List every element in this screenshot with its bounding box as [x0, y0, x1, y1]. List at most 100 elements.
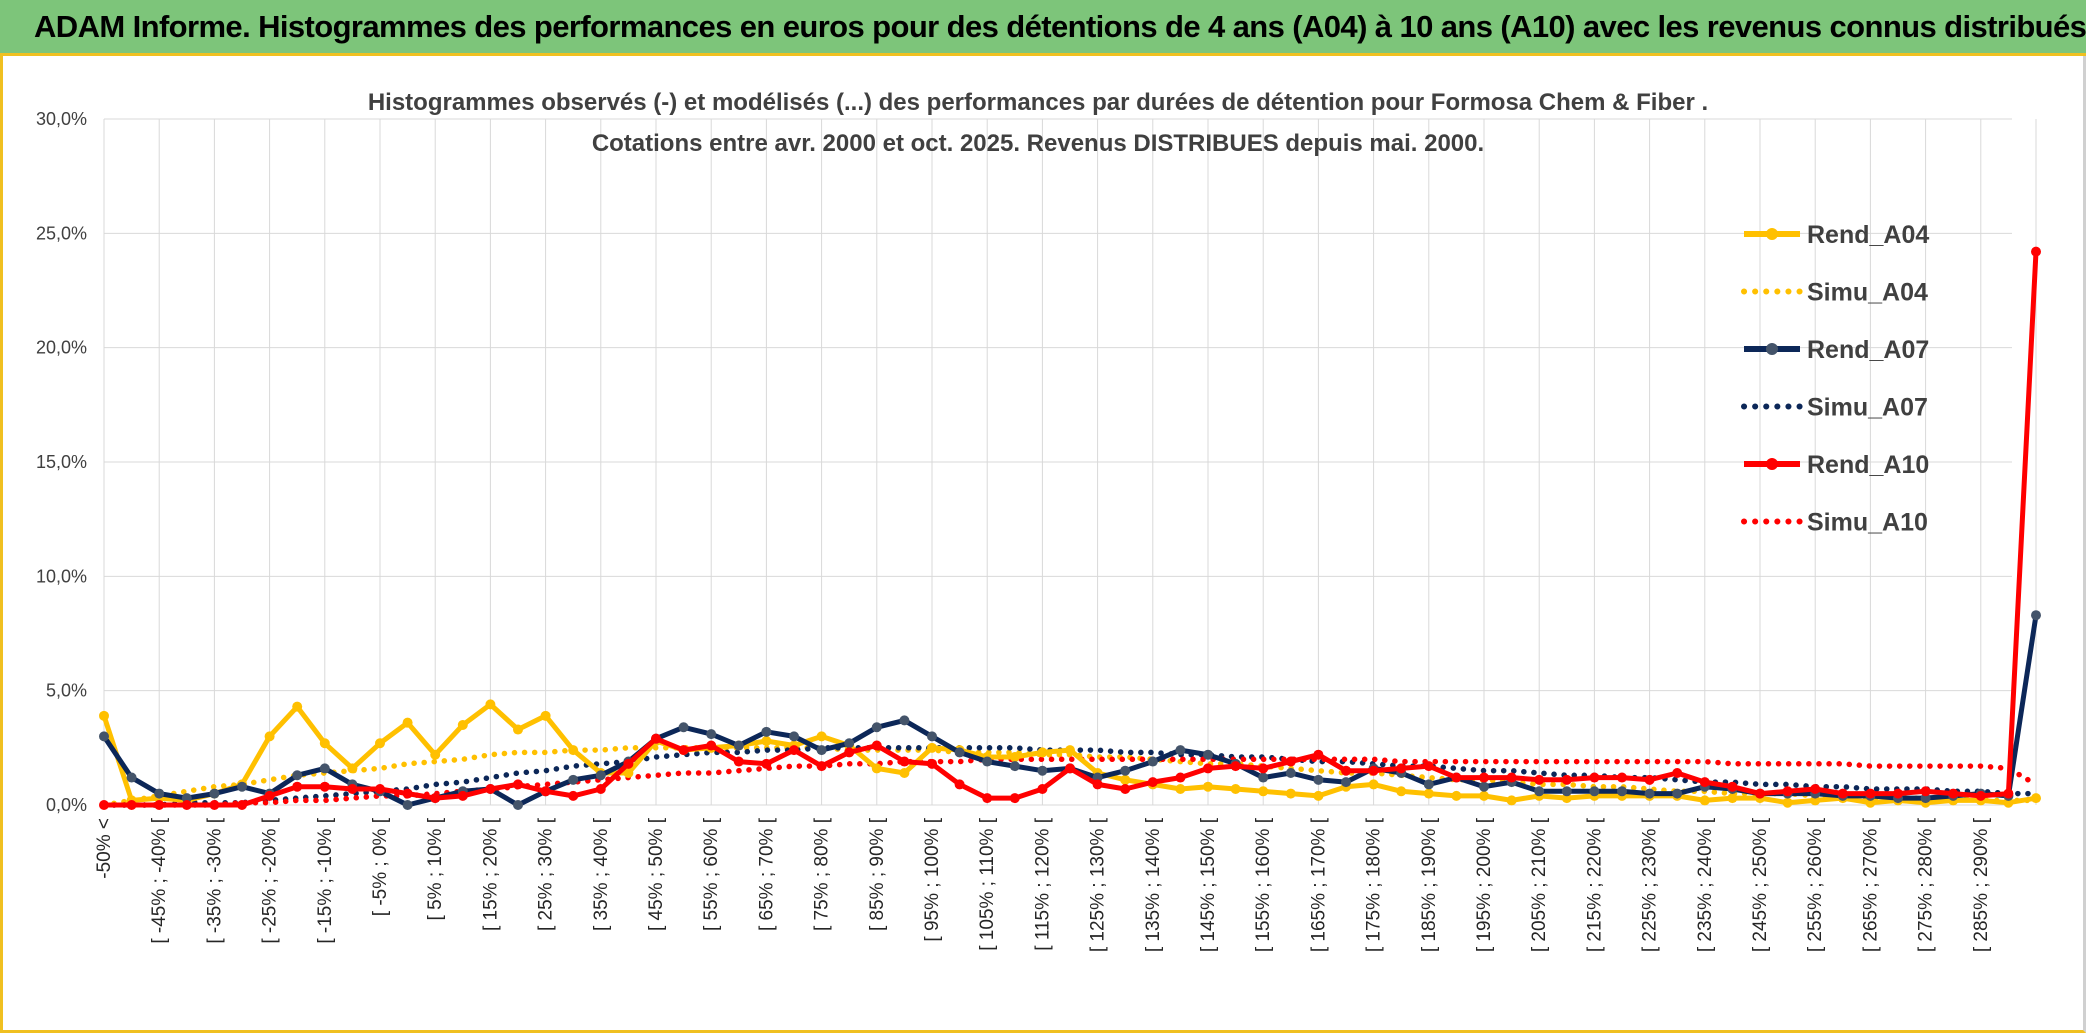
data-point-rend_a10: [1672, 767, 1683, 778]
data-point-rend_a10: [899, 756, 910, 767]
data-point-rend_a04: [927, 742, 937, 753]
data-point-rend_a10: [209, 800, 220, 810]
data-point-rend_a10: [1147, 777, 1158, 788]
data-point-rend_a04: [899, 767, 910, 778]
data-point-rend_a10: [1506, 772, 1517, 783]
data-point-rend_a07: [1617, 786, 1627, 797]
data-point-rend_a10: [733, 756, 744, 767]
legend-label-simu_a07: Simu_A07: [1807, 394, 1928, 422]
x-tick-label: [ -5% ; 0% [: [370, 817, 391, 916]
y-tick-label: 5,0%: [46, 681, 87, 701]
x-tick-label: [ 75% ; 80% [: [812, 817, 833, 931]
x-tick-label: [ 15% ; 20% [: [480, 817, 501, 931]
x-tick-label: [ 45% ; 50% [: [646, 817, 667, 931]
data-point-rend_a07: [1672, 788, 1683, 799]
data-point-rend_a07: [871, 722, 882, 733]
x-tick-label: [ 205% ; 210% [: [1529, 817, 1550, 952]
y-axis: 0,0% 5,0% 10,0% 15,0% 20,0% 25,0% 30,0%: [36, 109, 87, 815]
data-point-rend_a07: [319, 763, 330, 774]
data-point-rend_a10: [485, 783, 496, 794]
data-point-rend_a10: [540, 786, 551, 797]
data-point-rend_a04: [1285, 788, 1296, 799]
data-point-rend_a04: [1506, 795, 1517, 806]
data-point-rend_a10: [1975, 790, 1986, 801]
data-point-rend_a04: [1451, 790, 1462, 801]
data-point-rend_a04: [623, 767, 634, 778]
y-tick-label: 10,0%: [36, 566, 87, 586]
x-tick-label: [ 165% ; 170% [: [1308, 817, 1329, 952]
x-tick-label: -50% <: [94, 818, 115, 879]
data-point-rend_a10: [154, 800, 165, 810]
x-tick-label: [ 65% ; 70% [: [756, 817, 777, 931]
data-point-rend_a07: [1092, 772, 1103, 783]
x-tick-label: [ -35% ; -30% [: [204, 817, 225, 943]
x-tick-label: [ 35% ; 40% [: [591, 817, 612, 931]
data-point-rend_a07: [292, 770, 303, 781]
data-point-rend_a04: [1009, 751, 1020, 762]
data-point-rend_a10: [1451, 772, 1462, 783]
x-tick-label: [ 135% ; 140% [: [1143, 817, 1164, 952]
data-point-rend_a10: [1865, 788, 1876, 799]
data-point-rend_a10: [99, 800, 109, 810]
legend-label-simu_a04: Simu_A04: [1807, 279, 1928, 307]
x-tick-label: [ -45% ; -40% [: [149, 817, 170, 943]
data-point-rend_a07: [927, 731, 937, 742]
data-point-rend_a07: [1203, 749, 1213, 760]
data-point-rend_a10: [1037, 783, 1048, 794]
y-tick-label: 20,0%: [36, 338, 87, 358]
data-point-rend_a10: [761, 758, 772, 769]
data-point-rend_a04: [1561, 793, 1572, 804]
data-point-rend_a10: [126, 800, 137, 810]
data-point-rend_a04: [1313, 790, 1324, 801]
legend-marker: [1766, 228, 1778, 240]
data-point-rend_a10: [1837, 788, 1848, 799]
data-point-rend_a07: [816, 745, 827, 756]
x-tick-label: [ 245% ; 250% [: [1750, 817, 1771, 952]
data-point-rend_a04: [540, 710, 551, 721]
data-point-rend_a10: [1258, 763, 1269, 774]
report-title: ADAM Informe. Histogrammes des performan…: [34, 9, 2086, 44]
data-point-rend_a10: [1285, 756, 1296, 767]
data-point-rend_a04: [1396, 786, 1407, 797]
x-tick-label: [ 145% ; 150% [: [1198, 817, 1219, 952]
report-header: ADAM Informe. Histogrammes des performan…: [0, 0, 2086, 56]
data-point-rend_a07: [1175, 745, 1186, 756]
data-point-rend_a04: [1782, 797, 1793, 808]
data-point-rend_a07: [982, 756, 993, 767]
data-point-rend_a04: [1865, 797, 1876, 808]
data-point-rend_a10: [1120, 783, 1131, 794]
data-point-rend_a07: [1534, 786, 1545, 797]
data-point-rend_a10: [1782, 786, 1793, 797]
data-point-rend_a10: [789, 745, 799, 756]
data-point-rend_a10: [871, 740, 882, 751]
y-tick-label: 15,0%: [36, 452, 87, 472]
data-point-rend_a07: [954, 747, 965, 758]
data-point-rend_a04: [1810, 795, 1821, 806]
data-point-rend_a04: [1037, 747, 1048, 758]
x-axis: -50% < [ -45% ; -40% [[ -35% ; -30% [[ -2…: [94, 817, 1992, 952]
data-point-rend_a10: [1423, 761, 1434, 772]
data-point-rend_a07: [513, 800, 523, 810]
data-point-rend_a07: [181, 793, 192, 804]
data-point-rend_a04: [485, 699, 496, 710]
data-point-rend_a10: [264, 790, 275, 801]
x-tick-label: [ 55% ; 60% [: [701, 817, 722, 931]
data-point-rend_a10: [927, 758, 937, 769]
data-point-rend_a10: [430, 793, 441, 804]
data-point-rend_a10: [1948, 788, 1959, 799]
data-point-rend_a10: [1368, 765, 1379, 776]
data-point-rend_a04: [1479, 790, 1489, 801]
data-point-rend_a10: [1230, 761, 1241, 772]
x-tick-label: [ 125% ; 130% [: [1088, 817, 1109, 952]
data-point-rend_a10: [1313, 749, 1324, 760]
x-tick-label: [ 265% ; 270% [: [1860, 817, 1881, 952]
data-point-rend_a07: [2031, 610, 2041, 621]
data-point-rend_a04: [347, 763, 358, 774]
x-tick-label: [ 95% ; 100% [: [922, 817, 943, 941]
data-point-rend_a10: [651, 733, 661, 744]
x-tick-label: [ 195% ; 200% [: [1474, 817, 1495, 952]
x-tick-label: [ 215% ; 220% [: [1584, 817, 1605, 952]
data-point-rend_a04: [513, 724, 523, 735]
data-point-rend_a04: [402, 717, 413, 728]
